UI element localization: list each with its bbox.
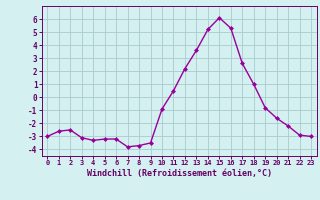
X-axis label: Windchill (Refroidissement éolien,°C): Windchill (Refroidissement éolien,°C) — [87, 169, 272, 178]
